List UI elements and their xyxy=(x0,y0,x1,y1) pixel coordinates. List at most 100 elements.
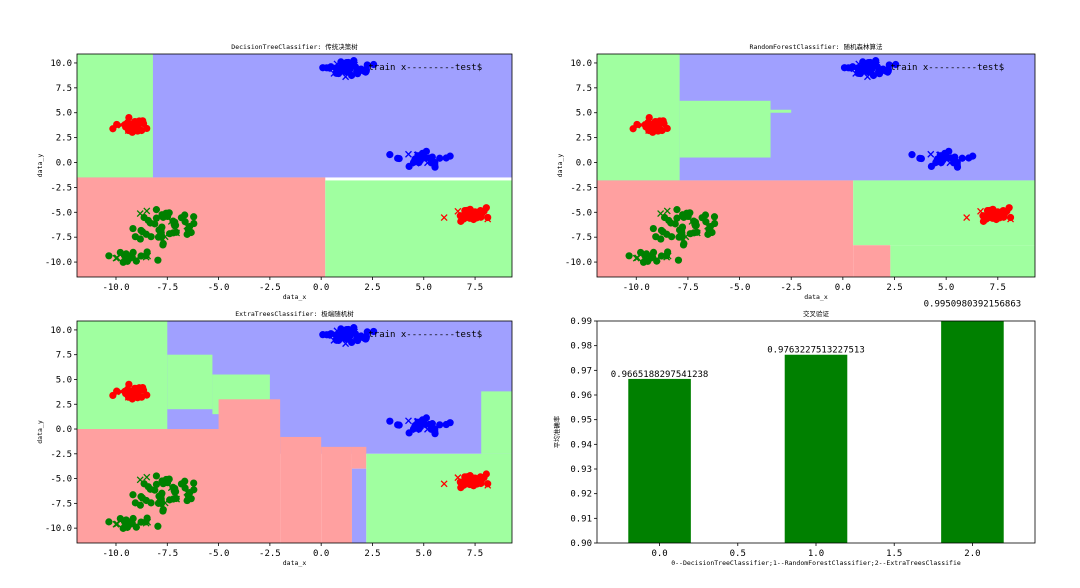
x-tick-label: -10.0 xyxy=(102,549,129,559)
bar-0 xyxy=(628,378,691,543)
x-tick-label: 0.0 xyxy=(313,549,329,559)
x-tick-label: -2.5 xyxy=(780,283,802,293)
train-point xyxy=(660,119,668,128)
x-tick-label: 7.5 xyxy=(467,549,483,559)
x-tick-label: -2.5 xyxy=(259,283,281,293)
y-tick-label: 0.96 xyxy=(570,391,592,401)
test-point xyxy=(688,217,696,225)
y-tick-label: 0.93 xyxy=(570,465,592,475)
decision-region xyxy=(481,391,512,454)
train-point xyxy=(370,60,378,69)
train-point xyxy=(673,206,681,214)
train-point xyxy=(951,158,959,166)
scatter-panel-1: train x---------test$ -10.0 -7.5 -5.0 -2.5 0.… xyxy=(556,42,1036,301)
train-point xyxy=(138,494,147,502)
test-point xyxy=(1007,215,1015,223)
train-point xyxy=(143,248,151,256)
train-point xyxy=(345,330,353,338)
y-tick-label: -2.5 xyxy=(50,450,72,460)
train-point xyxy=(138,228,147,236)
decision-region xyxy=(890,245,1035,277)
y-tick-label: 0.92 xyxy=(570,490,592,500)
train-point xyxy=(345,63,353,71)
y-tick-label: -5.0 xyxy=(570,208,592,218)
decision-region xyxy=(77,54,153,178)
chart-title: RandomForestClassifier: 随机森林算法 xyxy=(750,42,883,51)
x-tick-label: -10.0 xyxy=(102,283,129,293)
plot-area: train x---------test$ xyxy=(77,321,512,543)
train-point xyxy=(679,241,688,249)
y-tick-label: 0.0 xyxy=(576,159,592,169)
train-point xyxy=(190,213,198,221)
train-point xyxy=(127,518,135,527)
train-point xyxy=(169,229,177,237)
train-point xyxy=(190,486,198,494)
x-tick-label: -5.0 xyxy=(729,283,751,293)
train-point xyxy=(480,473,488,481)
train-point xyxy=(126,123,134,132)
train-point xyxy=(958,154,966,162)
y-tick-label: 7.5 xyxy=(56,84,72,94)
train-point xyxy=(105,518,113,526)
train-point xyxy=(646,123,654,132)
train-point xyxy=(137,518,145,526)
test-point xyxy=(112,254,120,262)
train-point xyxy=(484,480,492,488)
decision-region xyxy=(770,109,792,113)
train-point xyxy=(649,224,657,233)
decision-region xyxy=(679,100,771,158)
test-point xyxy=(927,150,935,158)
test-point xyxy=(167,484,175,492)
train-point xyxy=(109,125,117,133)
train-point xyxy=(132,257,140,265)
axes-frame xyxy=(76,53,513,278)
y-tick-label: 7.5 xyxy=(576,84,592,94)
train-point xyxy=(109,391,117,400)
scatter-panel-0: train x---------test$ -10.0 -7.5 -5.0 -2.5 0.… xyxy=(36,42,513,301)
x-tick-label: 0.0 xyxy=(651,549,667,559)
x-tick-label: 7.5 xyxy=(990,283,1006,293)
train-point xyxy=(129,491,137,499)
train-point xyxy=(653,257,661,265)
train-point xyxy=(127,252,135,260)
y-tick-label: -5.0 xyxy=(50,475,72,485)
test-point xyxy=(405,417,412,425)
train-point xyxy=(657,252,666,260)
x-axis-label: data_x xyxy=(804,293,828,301)
train-point xyxy=(105,252,113,260)
train-point xyxy=(136,235,144,243)
y-tick-label: 5.0 xyxy=(56,375,72,385)
x-tick-label: -7.5 xyxy=(156,283,178,293)
train-point xyxy=(484,213,492,222)
train-point xyxy=(436,421,444,429)
x-tick-label: 5.0 xyxy=(416,283,432,293)
x-tick-label: -2.5 xyxy=(259,549,281,559)
train-point xyxy=(169,495,177,503)
train-point xyxy=(657,235,665,243)
y-tick-label: 0.0 xyxy=(56,425,72,435)
train-point xyxy=(394,154,402,162)
y-tick-label: -2.5 xyxy=(570,183,592,193)
y-tick-label: 0.0 xyxy=(56,159,72,169)
axes-frame xyxy=(76,320,513,544)
train-point xyxy=(125,114,133,122)
decision-region xyxy=(280,436,322,543)
y-tick-label: -10.0 xyxy=(45,524,72,534)
plot-area: train x---------test$ xyxy=(77,54,512,277)
legend-text: train x---------test$ xyxy=(368,63,482,73)
test-point xyxy=(663,207,671,215)
train-point xyxy=(123,523,132,531)
train-point xyxy=(908,151,916,159)
test-point xyxy=(484,215,492,223)
train-point xyxy=(190,479,198,487)
x-tick-label: 0.0 xyxy=(313,283,329,293)
train-point xyxy=(362,67,370,75)
train-point xyxy=(446,419,454,427)
y-tick-label: -7.5 xyxy=(50,233,72,243)
test-point xyxy=(167,217,175,225)
train-point xyxy=(386,417,394,425)
train-point xyxy=(422,147,430,155)
train-point xyxy=(936,155,944,164)
y-tick-label: 10.0 xyxy=(50,326,72,336)
x-tick-label: 5.0 xyxy=(416,549,432,559)
